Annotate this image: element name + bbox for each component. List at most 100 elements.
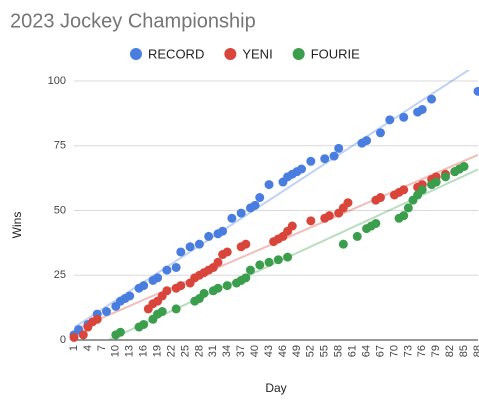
data-point <box>473 86 479 96</box>
data-point <box>440 172 450 182</box>
x-tick-label: 22 <box>165 345 177 357</box>
data-point <box>306 156 316 166</box>
data-point <box>399 185 409 195</box>
x-tick-label: 31 <box>207 345 219 357</box>
x-tick-label: 19 <box>151 345 163 357</box>
x-tick-label: 85 <box>458 345 470 357</box>
data-point <box>264 257 274 267</box>
x-tick-label: 28 <box>193 345 205 357</box>
x-tick-label: 25 <box>179 345 191 357</box>
data-point <box>264 180 274 190</box>
data-point <box>236 208 246 218</box>
data-point <box>139 281 149 291</box>
x-tick-label: 1 <box>68 345 80 351</box>
data-point <box>375 128 385 138</box>
data-point <box>375 193 385 203</box>
data-point <box>213 283 223 293</box>
data-point <box>162 286 172 296</box>
data-point <box>329 151 339 161</box>
data-point <box>92 314 102 324</box>
x-tick-label: 7 <box>96 345 108 351</box>
data-point <box>287 221 297 231</box>
data-point <box>171 262 181 272</box>
data-point <box>176 281 186 291</box>
x-tick-label: 37 <box>235 345 247 357</box>
data-point <box>338 239 348 249</box>
x-tick-label: 61 <box>347 345 359 357</box>
data-point <box>427 94 437 104</box>
x-tick-label: 16 <box>138 345 150 357</box>
data-point <box>241 273 251 283</box>
data-point <box>185 242 195 252</box>
x-axis-label: Day <box>265 381 286 395</box>
data-point <box>459 161 469 171</box>
data-point <box>241 239 251 249</box>
legend-marker <box>224 48 237 60</box>
data-point <box>324 211 334 221</box>
legend-marker <box>292 48 305 60</box>
data-point <box>343 198 353 208</box>
data-point <box>213 257 223 267</box>
data-point <box>78 330 88 340</box>
data-point <box>255 260 265 270</box>
data-point <box>102 307 112 317</box>
data-point <box>171 304 181 314</box>
x-tick-label: 40 <box>249 345 261 357</box>
legend-marker <box>130 48 142 60</box>
x-tick-label: 10 <box>110 345 122 357</box>
x-tick-label: 58 <box>333 345 345 357</box>
data-point <box>273 255 283 265</box>
x-tick-label: 79 <box>430 345 442 357</box>
data-point <box>218 226 228 236</box>
legend-label: RECORD <box>148 46 204 61</box>
data-point <box>320 154 330 164</box>
x-tick-label: 67 <box>374 345 386 357</box>
data-point <box>139 319 149 329</box>
legend-label: FOURIE <box>311 46 360 61</box>
x-tick-label: 43 <box>263 345 275 357</box>
data-point <box>306 216 316 226</box>
data-point <box>255 193 265 203</box>
x-tick-label: 49 <box>291 345 303 357</box>
data-point <box>157 307 167 317</box>
data-point <box>194 239 204 249</box>
y-tick-label: 100 <box>48 75 66 87</box>
data-point <box>199 288 209 298</box>
data-point <box>125 291 135 301</box>
data-point <box>250 200 260 210</box>
x-tick-label: 76 <box>416 345 428 357</box>
x-tick-label: 55 <box>319 345 331 357</box>
y-tick-label: 25 <box>54 269 66 281</box>
data-point <box>371 218 381 228</box>
data-point <box>352 231 362 241</box>
data-point <box>399 211 409 221</box>
data-point <box>153 273 163 283</box>
y-tick-label: 50 <box>54 204 66 216</box>
x-tick-label: 13 <box>124 345 136 357</box>
data-point <box>227 213 237 223</box>
legend-label: YENI <box>242 46 272 61</box>
data-point <box>403 203 413 213</box>
data-point <box>334 143 344 153</box>
data-point <box>204 231 214 241</box>
data-point <box>176 247 186 257</box>
data-point <box>399 112 409 122</box>
data-point <box>431 177 441 187</box>
x-tick-label: 73 <box>402 345 414 357</box>
chart-title: 2023 Jockey Championship <box>10 10 256 32</box>
data-point <box>385 115 395 125</box>
x-tick-label: 52 <box>305 345 317 357</box>
data-point <box>222 281 232 291</box>
data-point <box>417 104 427 114</box>
x-tick-label: 64 <box>360 345 372 357</box>
x-tick-label: 88 <box>472 345 479 357</box>
x-tick-label: 4 <box>82 345 94 351</box>
data-point <box>362 136 372 146</box>
data-point <box>69 332 79 342</box>
data-point <box>297 164 307 174</box>
y-tick-label: 75 <box>54 140 66 152</box>
x-tick-label: 82 <box>444 345 456 357</box>
data-point <box>283 252 293 262</box>
x-tick-label: 46 <box>277 345 289 357</box>
